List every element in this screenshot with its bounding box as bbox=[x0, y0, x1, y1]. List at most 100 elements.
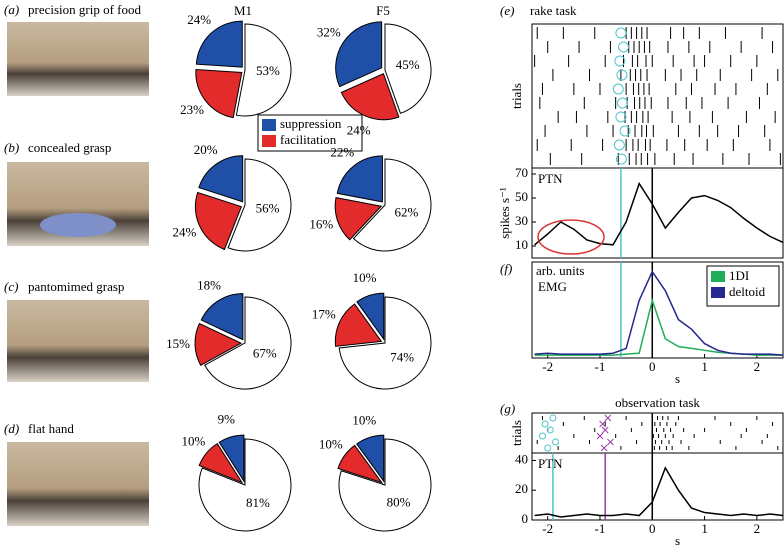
pie-slice bbox=[352, 158, 432, 252]
pie-value-label: 23% bbox=[180, 102, 204, 117]
cross-stroke bbox=[604, 414, 612, 422]
pie-slice bbox=[338, 296, 432, 390]
panel-letter: (d) bbox=[4, 421, 19, 436]
pie-value-label: 67% bbox=[253, 346, 277, 361]
pie-value-label: 53% bbox=[256, 63, 280, 78]
x-axis-label: s bbox=[675, 533, 680, 548]
pie-value-label: 45% bbox=[396, 57, 420, 72]
legend-label: 1DI bbox=[729, 268, 749, 283]
event-marker bbox=[538, 432, 546, 440]
pie-slice bbox=[338, 438, 432, 532]
event-marker bbox=[615, 153, 627, 165]
panel-letter: (b) bbox=[4, 140, 19, 155]
plot-label: PTN bbox=[538, 171, 563, 186]
photo-bowl bbox=[40, 213, 116, 237]
x-tick-label: 0 bbox=[649, 359, 656, 374]
x-tick-label: -2 bbox=[542, 521, 553, 536]
pie-value-label: 56% bbox=[256, 200, 280, 215]
pie-value-label: 24% bbox=[172, 225, 196, 240]
y-axis-label: trials bbox=[509, 420, 524, 446]
pie-value-label: 74% bbox=[390, 349, 414, 364]
pie-value-label: 10% bbox=[319, 437, 343, 452]
pie-slice bbox=[356, 292, 385, 341]
x-axis-label: s bbox=[675, 371, 680, 386]
pie-value-label: 18% bbox=[197, 277, 221, 292]
pie-value-label: 32% bbox=[317, 25, 341, 40]
pie-slice bbox=[340, 73, 400, 121]
event-marker bbox=[541, 420, 549, 428]
event-marker bbox=[615, 111, 627, 123]
series-line bbox=[534, 466, 784, 518]
panel-label: pantomimed grasp bbox=[28, 279, 124, 294]
photo bbox=[7, 442, 149, 526]
y-tick-label: 70 bbox=[515, 165, 528, 180]
y-axis-label: spikes s⁻¹ bbox=[497, 187, 512, 239]
event-marker bbox=[616, 97, 628, 109]
x-tick-label: 1 bbox=[701, 359, 708, 374]
event-marker bbox=[546, 426, 554, 434]
series-line bbox=[534, 181, 784, 246]
y-axis-label: trials bbox=[509, 83, 524, 109]
panel-label: rake task bbox=[530, 3, 577, 18]
y-tick-label: 40 bbox=[515, 451, 528, 466]
pie-slice bbox=[356, 434, 385, 483]
photo bbox=[7, 300, 149, 382]
pie-value-label: 22% bbox=[330, 144, 354, 159]
event-marker bbox=[616, 69, 628, 81]
series-line bbox=[534, 297, 783, 356]
cross-stroke bbox=[596, 432, 604, 440]
pie-value-label: 24% bbox=[347, 123, 371, 138]
event-cross bbox=[596, 432, 604, 440]
pie-slice bbox=[200, 293, 244, 341]
pie-value-label: 81% bbox=[246, 495, 270, 510]
pie-slice bbox=[334, 303, 383, 347]
pie-title: M1 bbox=[234, 3, 252, 18]
pie-value-label: 9% bbox=[218, 412, 236, 427]
panel-letter: (c) bbox=[4, 279, 18, 294]
pie-value-label: 20% bbox=[194, 142, 218, 157]
y-tick-label: 0 bbox=[522, 511, 529, 526]
event-marker bbox=[615, 27, 627, 39]
pie-slice bbox=[235, 23, 292, 117]
legend-swatch bbox=[262, 119, 276, 131]
pie-title: F5 bbox=[376, 3, 390, 18]
event-cross bbox=[600, 444, 608, 452]
panel-label: flat hand bbox=[28, 421, 74, 436]
panel-letter: (g) bbox=[500, 401, 515, 416]
pie-slice bbox=[198, 438, 292, 532]
event-marker bbox=[552, 438, 560, 446]
event-cross bbox=[604, 414, 612, 422]
event-cross bbox=[601, 426, 609, 434]
annotation-ellipse bbox=[537, 219, 605, 255]
event-cross bbox=[599, 420, 606, 428]
x-tick-label: 2 bbox=[754, 521, 761, 536]
pie-slice bbox=[195, 20, 243, 68]
event-marker bbox=[549, 414, 557, 422]
x-tick-label: 1 bbox=[701, 521, 708, 536]
event-cross bbox=[607, 438, 614, 446]
event-marker bbox=[612, 83, 624, 95]
panel-letter: (e) bbox=[500, 3, 514, 18]
event-marker bbox=[619, 125, 631, 137]
pie-value-label: 17% bbox=[312, 307, 336, 322]
pie-value-label: 10% bbox=[181, 433, 205, 448]
plot-frame bbox=[531, 261, 784, 359]
panel-letter: (f) bbox=[500, 261, 512, 276]
legend-swatch bbox=[711, 287, 725, 298]
series-line bbox=[534, 270, 784, 356]
pie-slice bbox=[227, 158, 292, 252]
legend-label: facilitation bbox=[280, 132, 337, 147]
pie-value-label: 16% bbox=[309, 217, 333, 232]
pie-value-label: 80% bbox=[387, 495, 411, 510]
pie-slice bbox=[336, 155, 383, 203]
x-tick-label: -1 bbox=[595, 521, 606, 536]
plot-label: PTN bbox=[538, 456, 563, 471]
pie-value-label: 10% bbox=[352, 412, 376, 427]
event-marker bbox=[613, 139, 625, 151]
event-marker bbox=[614, 55, 626, 67]
x-tick-label: -1 bbox=[595, 359, 606, 374]
pie-slice bbox=[384, 23, 432, 114]
